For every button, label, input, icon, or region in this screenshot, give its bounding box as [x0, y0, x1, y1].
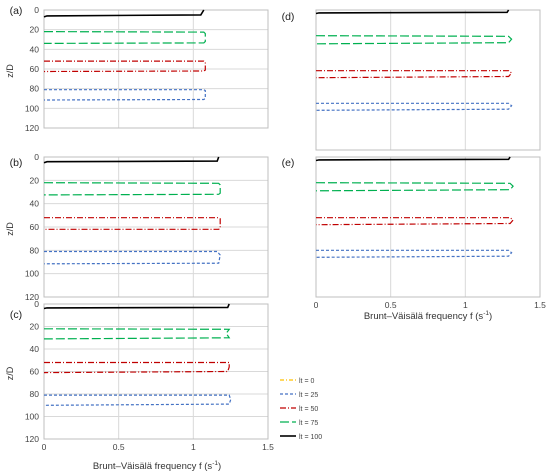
y-tick-label: 0: [34, 299, 39, 309]
panel-label: (b): [10, 157, 23, 169]
y-tick-label: 100: [25, 412, 39, 422]
legend-item: lt = 25: [280, 392, 318, 399]
series-line-lt-25: [43, 394, 232, 406]
series-line-lt-100: [43, 9, 205, 18]
panel-label: (e): [282, 157, 295, 169]
x-axis-title-close: ): [218, 461, 221, 472]
series-line-lt-75: [315, 182, 514, 192]
legend-items: lt = 0 lt = 25 lt = 50 lt = 75 lt = 100: [280, 378, 322, 441]
y-tick-label: 40: [30, 44, 40, 54]
y-tick-label: 20: [30, 322, 40, 332]
series-line-lt-100: [315, 9, 510, 15]
panel-a: 0 20 40 60 80 100 120 z/D (a): [5, 5, 269, 133]
plot-area: [43, 9, 269, 129]
y-tick-label: 40: [30, 199, 40, 209]
x-tick-label: 0: [314, 300, 319, 310]
x-axis-title-close: ): [489, 311, 492, 322]
legend-item: lt = 100: [280, 434, 322, 441]
x-tick-label: 0.5: [385, 300, 397, 310]
plot-area: [315, 156, 541, 298]
series-line-lt-25: [315, 249, 513, 258]
x-tick-label: 0: [42, 442, 47, 452]
series-line-lt-25: [315, 102, 513, 111]
legend-label: lt = 100: [299, 434, 322, 441]
y-tick-label: 60: [30, 64, 40, 74]
legend-label: lt = 0: [299, 378, 314, 385]
x-tick-label: 1.5: [262, 442, 274, 452]
y-tick-label: 0: [34, 5, 39, 15]
y-tick-label: 120: [25, 434, 39, 444]
y-tick-label: 0: [34, 152, 39, 162]
panel-c: 0 20 40 60 80 100 120 z/D 0 0.5 1 1.5 (c): [5, 299, 274, 452]
legend-item: lt = 0: [280, 378, 314, 385]
y-tick-label: 80: [30, 245, 40, 255]
series-line-lt-75: [315, 35, 513, 45]
panel-d: (d): [282, 9, 541, 151]
y-tick-label: 120: [25, 292, 39, 302]
series-line-lt-50: [315, 70, 513, 79]
y-tick-label: 60: [30, 367, 40, 377]
legend-label: lt = 75: [299, 420, 318, 427]
y-tick-label: 40: [30, 344, 40, 354]
series-line-lt-100: [315, 156, 511, 162]
x-axis-title-text: Brunt–Väisälä frequency f (s: [93, 461, 213, 472]
panel-label: (c): [10, 309, 22, 321]
panel-label: (a): [10, 5, 23, 17]
series-line-lt-100: [43, 303, 230, 310]
series-line-lt-25: [43, 250, 221, 265]
y-tick-label: 60: [30, 222, 40, 232]
panel-label: (d): [282, 11, 295, 23]
y-tick-label: 100: [25, 269, 39, 279]
series-line-lt-50: [43, 361, 230, 374]
x-axis-title-sup: -1: [483, 310, 489, 317]
y-tick-label: 80: [30, 84, 40, 94]
y-axis-title: z/D: [5, 366, 15, 380]
x-tick-label: 1.5: [534, 300, 546, 310]
y-axis-title: z/D: [5, 222, 15, 236]
panel-b: 0 20 40 60 80 100 120 z/D (b): [5, 152, 269, 302]
plot-area: [43, 156, 269, 298]
legend-label: lt = 50: [299, 406, 318, 413]
y-tick-label: 80: [30, 389, 40, 399]
series-line-lt-50: [44, 217, 221, 230]
series-line-lt-25: [43, 89, 206, 101]
x-tick-label: 0.5: [113, 442, 125, 452]
series-line-lt-75: [43, 182, 221, 196]
plot-area: [43, 303, 269, 440]
legend-item: lt = 50: [280, 406, 318, 413]
x-axis-title-text: Brunt–Väisälä frequency f (s: [364, 311, 484, 322]
x-axis-title-right: Brunt–Väisälä frequency f (s-1): [364, 310, 492, 322]
legend-item: lt = 75: [280, 420, 318, 427]
legend-label: lt = 25: [299, 392, 318, 399]
x-tick-label: 1: [463, 300, 468, 310]
y-tick-label: 20: [30, 175, 40, 185]
x-tick-label: 1: [191, 442, 196, 452]
y-tick-label: 120: [25, 123, 39, 133]
legend: lt = 0 lt = 25 lt = 50 lt = 75 lt = 100: [280, 378, 322, 441]
panel-e: 0 0.5 1 1.5 (e): [282, 156, 546, 310]
x-axis-title-left: Brunt–Väisälä frequency f (s-1): [93, 460, 221, 472]
series-line-lt-75: [43, 328, 231, 340]
x-axis-title-sup: -1: [212, 460, 218, 467]
y-tick-label: 20: [30, 25, 40, 35]
series-line-lt-50: [315, 217, 514, 226]
y-tick-label: 100: [25, 103, 39, 113]
series-line-lt-75: [43, 31, 206, 44]
plot-area: [315, 9, 541, 151]
y-axis-title: z/D: [5, 64, 15, 78]
series-line-lt-100: [43, 156, 220, 164]
series-line-lt-50: [43, 60, 206, 73]
